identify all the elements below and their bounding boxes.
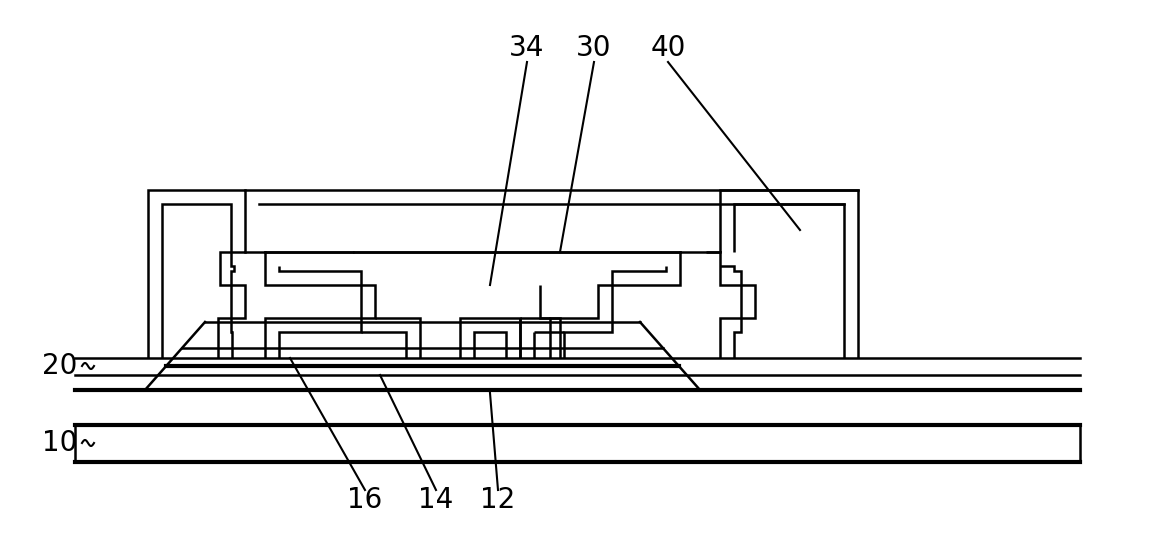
Text: 40: 40 (650, 34, 685, 62)
Text: 20: 20 (43, 352, 78, 380)
Text: 14: 14 (419, 486, 453, 514)
Text: 16: 16 (347, 486, 383, 514)
Text: 30: 30 (576, 34, 612, 62)
Text: 10: 10 (43, 429, 78, 457)
Text: 34: 34 (509, 34, 545, 62)
Text: 12: 12 (481, 486, 515, 514)
